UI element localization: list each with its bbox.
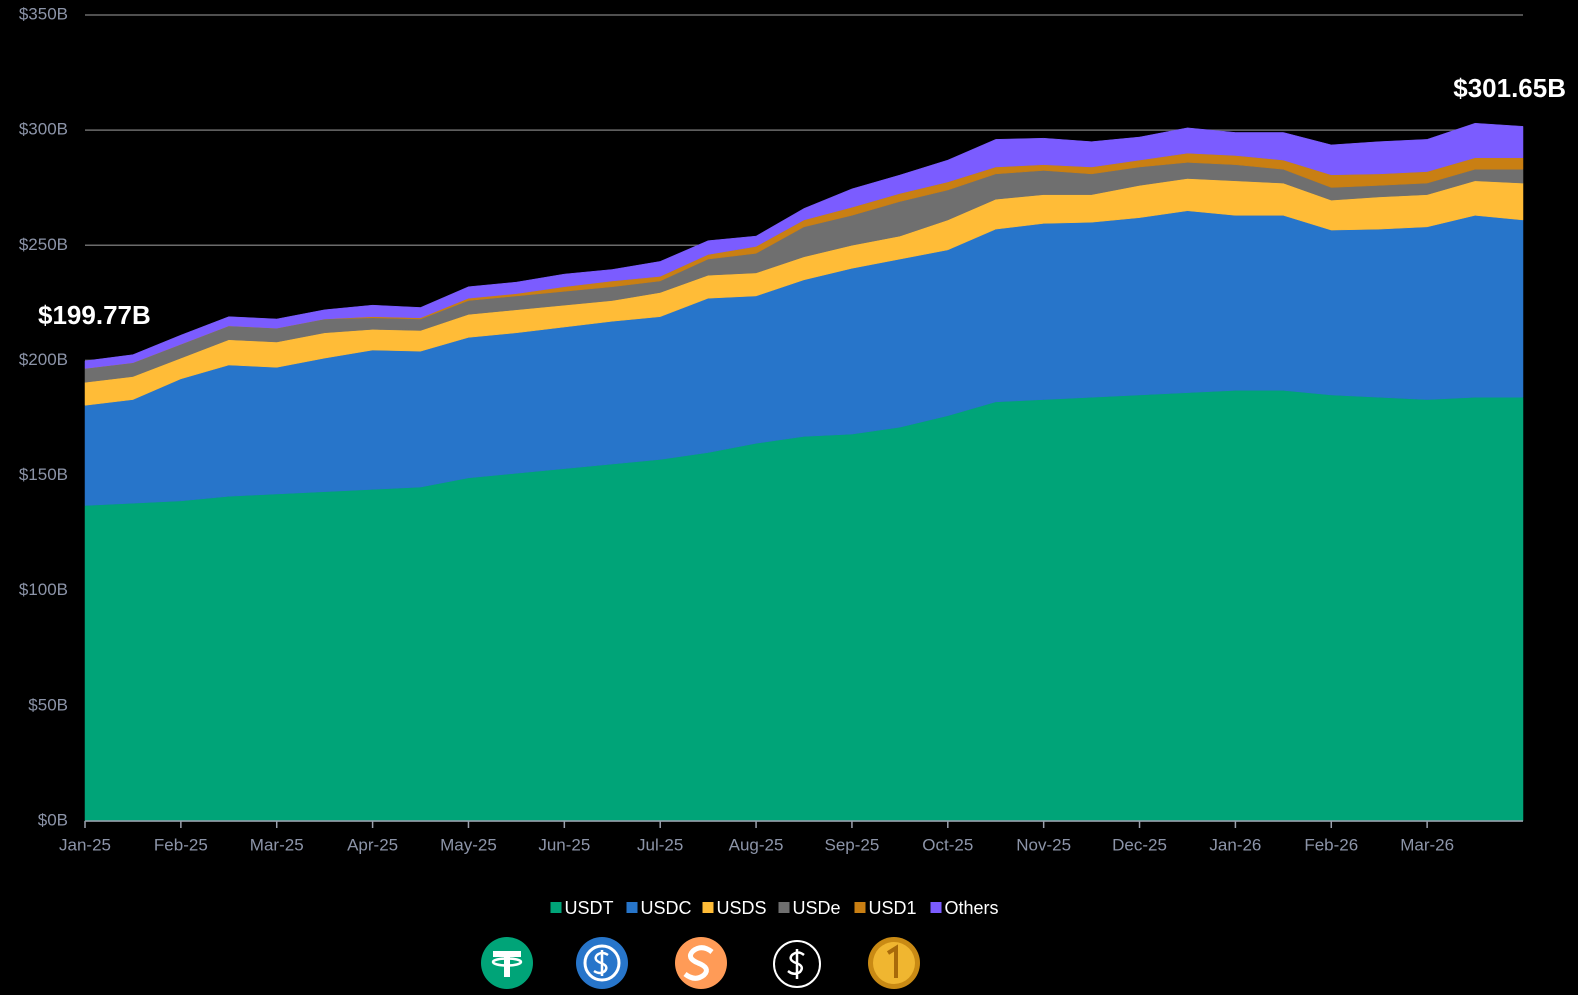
usds-icon <box>675 937 727 989</box>
legend: USDT USDC USDS USDe USD1 Others <box>550 898 999 918</box>
legend-swatch <box>778 902 790 913</box>
icon-glyph <box>787 949 805 979</box>
legend-swatch <box>930 902 942 913</box>
areas <box>84 122 1524 822</box>
y-tick-label: $150B <box>19 465 68 484</box>
x-tick-label: Dec-25 <box>1112 835 1167 854</box>
legend-label: USDS <box>717 898 767 918</box>
legend-label: USDC <box>641 898 692 918</box>
legend-label: Others <box>945 898 999 918</box>
usdt-icon <box>481 937 533 989</box>
y-tick-label: $100B <box>19 580 68 599</box>
y-tick-label: $300B <box>19 120 68 139</box>
usd1-icon <box>868 937 920 989</box>
x-tick-label: Jan-25 <box>59 835 111 854</box>
y-tick-label: $0B <box>38 810 68 829</box>
y-tick-label: $50B <box>28 695 68 714</box>
x-tick-label: Feb-26 <box>1304 835 1358 854</box>
x-tick-label: Aug-25 <box>729 835 784 854</box>
legend-label: USDT <box>565 898 614 918</box>
x-tick-label: Sep-25 <box>825 835 880 854</box>
annotations: $199.77B $301.65B <box>38 73 1566 330</box>
y-tick-label: $200B <box>19 350 68 369</box>
legend-label: USD1 <box>869 898 917 918</box>
legend-swatch <box>702 902 714 913</box>
y-tick-label: $350B <box>19 4 68 23</box>
annotation: $199.77B <box>38 300 151 330</box>
y-tick-label: $250B <box>19 235 68 254</box>
icon-glyph <box>493 951 521 977</box>
x-tick-label: Jan-26 <box>1209 835 1261 854</box>
legend-swatch <box>626 902 638 913</box>
icon-glyph <box>583 944 621 982</box>
icon-glyph <box>886 944 898 978</box>
x-tick-label: Jun-25 <box>538 835 590 854</box>
x-tick-label: Oct-25 <box>922 835 973 854</box>
icon-glyph <box>491 957 523 967</box>
x-tick-label: Nov-25 <box>1016 835 1071 854</box>
legend-label: USDe <box>793 898 841 918</box>
usdc-icon <box>576 937 628 989</box>
icon-glyph <box>593 950 609 976</box>
x-tick-label: Apr-25 <box>347 835 398 854</box>
x-tick-label: Mar-25 <box>250 835 304 854</box>
coin-icons <box>481 937 920 989</box>
legend-swatch <box>854 902 866 913</box>
usde-icon <box>773 940 821 988</box>
icon-glyph <box>683 945 714 981</box>
x-tick-label: May-25 <box>440 835 497 854</box>
annotation: $301.65B <box>1453 73 1566 103</box>
legend-swatch <box>550 902 562 913</box>
x-tick-label: Feb-25 <box>154 835 208 854</box>
axes: $0B $50B $100B $150B $200B $250B $300B $350B Jan… <box>19 4 1523 854</box>
x-tick-label: Jul-25 <box>637 835 683 854</box>
area <box>84 122 1524 369</box>
x-tick-label: Mar-26 <box>1400 835 1454 854</box>
